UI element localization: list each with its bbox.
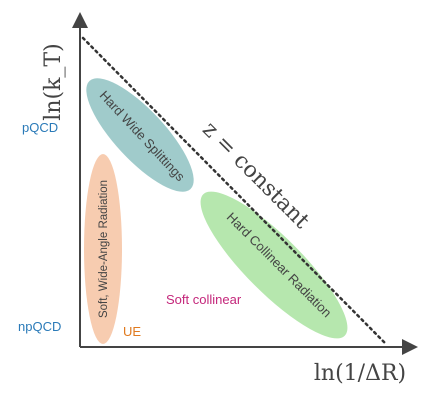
y-axis-label: ln(k_T) [41,43,66,120]
ue-label: UE [123,324,141,339]
x-axis-label: ln(1/ΔR) [314,361,406,386]
region-hard-wide-splittings [86,78,194,192]
y-tick-npqcd: npQCD [18,319,61,334]
region-label-soft-wide-angle-radiation: Soft, Wide-Angle Radiation [98,180,110,318]
region-hard-collinear-radiation [200,191,348,339]
region-soft-wide-angle-radiation [84,154,122,344]
y-tick-pqcd: pQCD [22,120,58,135]
diagonal-z-constant-line [81,36,387,345]
soft-collinear-label: Soft collinear [166,292,242,307]
